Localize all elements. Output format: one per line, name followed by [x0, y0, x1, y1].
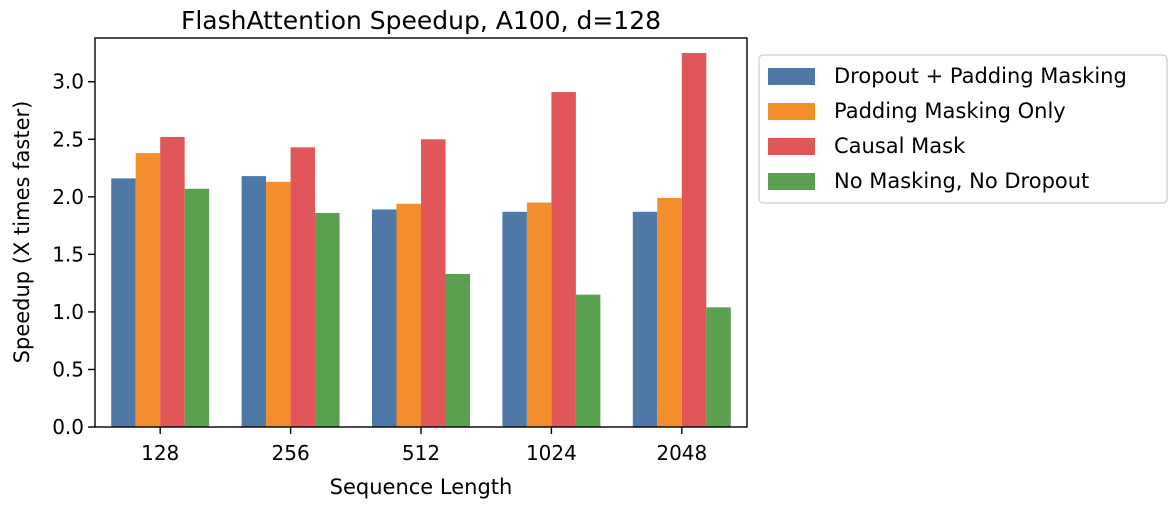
legend-box	[758, 54, 1168, 204]
bar-1-1024	[502, 211, 527, 427]
y-tick-label: 0.5	[52, 357, 84, 381]
bar-4-1024	[575, 294, 601, 427]
bar-1-128	[111, 178, 136, 427]
bar-4-512	[445, 273, 470, 427]
bars-group	[111, 52, 731, 428]
x-tick-label: 128	[141, 441, 179, 465]
legend-swatch-4	[768, 173, 815, 190]
bar-4-128	[184, 188, 210, 427]
bar-4-256	[315, 212, 340, 427]
bar-3-128	[160, 136, 185, 428]
bar-4-2048	[706, 307, 731, 427]
x-axis-label: Sequence Length	[330, 475, 513, 499]
bar-3-512	[421, 139, 446, 427]
bar-2-1024	[526, 202, 552, 427]
bar-1-2048	[632, 211, 658, 427]
bar-3-2048	[681, 52, 707, 427]
bar-1-256	[241, 176, 267, 427]
legend-swatch-1	[768, 68, 815, 85]
bar-1-512	[372, 209, 397, 427]
x-tick-label: 1024	[526, 441, 577, 465]
bar-2-2048	[657, 197, 682, 427]
y-tick-label: 2.0	[52, 185, 84, 209]
bar-3-256	[290, 147, 316, 427]
bar-2-256	[266, 181, 291, 427]
x-tick-label: 256	[272, 441, 310, 465]
chart-title: FlashAttention Speedup, A100, d=128	[181, 6, 661, 35]
legend-label-1: Dropout + Padding Masking	[834, 64, 1127, 88]
legend-swatch-3	[768, 138, 815, 155]
x-tick-label: 2048	[656, 441, 707, 465]
plot-frame	[94, 37, 748, 428]
legend-swatch-2	[768, 103, 815, 120]
bar-2-128	[135, 153, 161, 428]
x-tick-label: 512	[402, 441, 440, 465]
bar-2-512	[396, 203, 421, 427]
x-ticks-group: 128 256 512 1024 2048	[141, 427, 707, 465]
bar-3-1024	[551, 92, 576, 428]
y-axis-label: Speedup (X times faster)	[10, 101, 34, 364]
y-tick-label: 1.0	[52, 300, 84, 324]
y-tick-label: 2.5	[52, 127, 84, 151]
legend-label-4: No Masking, No Dropout	[834, 169, 1089, 193]
legend-label-2: Padding Masking Only	[834, 99, 1066, 123]
y-tick-label: 0.0	[52, 415, 84, 439]
y-ticks-group: 0.0 0.5 1.0 1.5 2.0 2.5 3.0	[52, 70, 95, 439]
legend-label-3: Causal Mask	[834, 134, 966, 158]
y-tick-label: 3.0	[52, 70, 84, 94]
y-tick-label: 1.5	[52, 242, 84, 266]
legend: Dropout + Padding Masking Padding Masking…	[758, 54, 1168, 204]
